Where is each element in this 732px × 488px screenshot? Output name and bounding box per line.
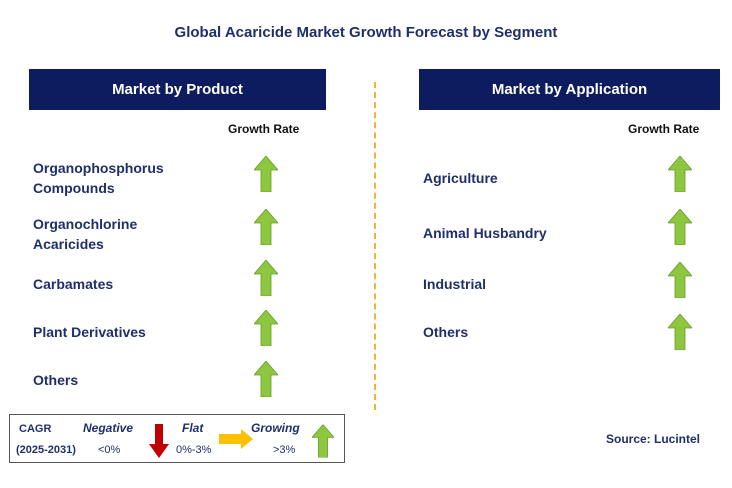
up-arrow-icon xyxy=(254,361,278,397)
application-growth-rate-label: Growth Rate xyxy=(628,122,700,136)
legend-negative-range: <0% xyxy=(98,444,121,456)
product-segment-plant-derivatives: Plant Derivatives xyxy=(33,324,146,340)
up-arrow-icon xyxy=(254,156,278,192)
product-segment-organochlorine: Organochlorine Acaricides xyxy=(33,216,138,252)
legend-period: (2025-2031) xyxy=(16,444,76,456)
legend-negative-label: Negative xyxy=(83,421,134,435)
product-segment-others: Others xyxy=(33,372,79,388)
up-arrow-icon xyxy=(668,156,692,192)
legend-growing-range: >3% xyxy=(273,444,296,456)
up-arrow-icon xyxy=(254,260,278,296)
application-segment-animal-husbandry: Animal Husbandry xyxy=(423,225,547,241)
application-segment-agriculture: Agriculture xyxy=(423,170,498,186)
legend-flat-range: 0%-3% xyxy=(176,444,212,456)
up-arrow-icon xyxy=(254,310,278,346)
product-growth-rate-label: Growth Rate xyxy=(228,122,300,136)
application-segment-industrial: Industrial xyxy=(423,276,487,292)
panel-divider xyxy=(374,82,376,410)
application-segment-others: Others xyxy=(423,324,469,340)
up-arrow-icon xyxy=(254,209,278,245)
source-note: Source: Lucintel xyxy=(606,432,701,446)
legend-cagr-label: CAGR xyxy=(19,423,52,435)
legend-flat-label: Flat xyxy=(182,421,204,435)
up-arrow-icon xyxy=(312,424,334,458)
page-title: Global Acaricide Market Growth Forecast … xyxy=(174,24,558,41)
product-panel-header: Market by Product xyxy=(29,69,326,110)
product-segment-organophosphorus: Organophosphorus Compounds xyxy=(33,160,164,196)
right-arrow-icon xyxy=(219,429,253,449)
legend-growing-label: Growing xyxy=(251,421,300,435)
down-arrow-icon xyxy=(149,424,169,458)
up-arrow-icon xyxy=(668,209,692,245)
up-arrow-icon xyxy=(668,262,692,298)
up-arrow-icon xyxy=(668,314,692,350)
product-segment-carbamates: Carbamates xyxy=(33,276,114,292)
cagr-legend: CAGR (2025-2031) Negative <0% Flat 0%-3%… xyxy=(9,414,345,463)
application-panel-header: Market by Application xyxy=(419,69,720,110)
